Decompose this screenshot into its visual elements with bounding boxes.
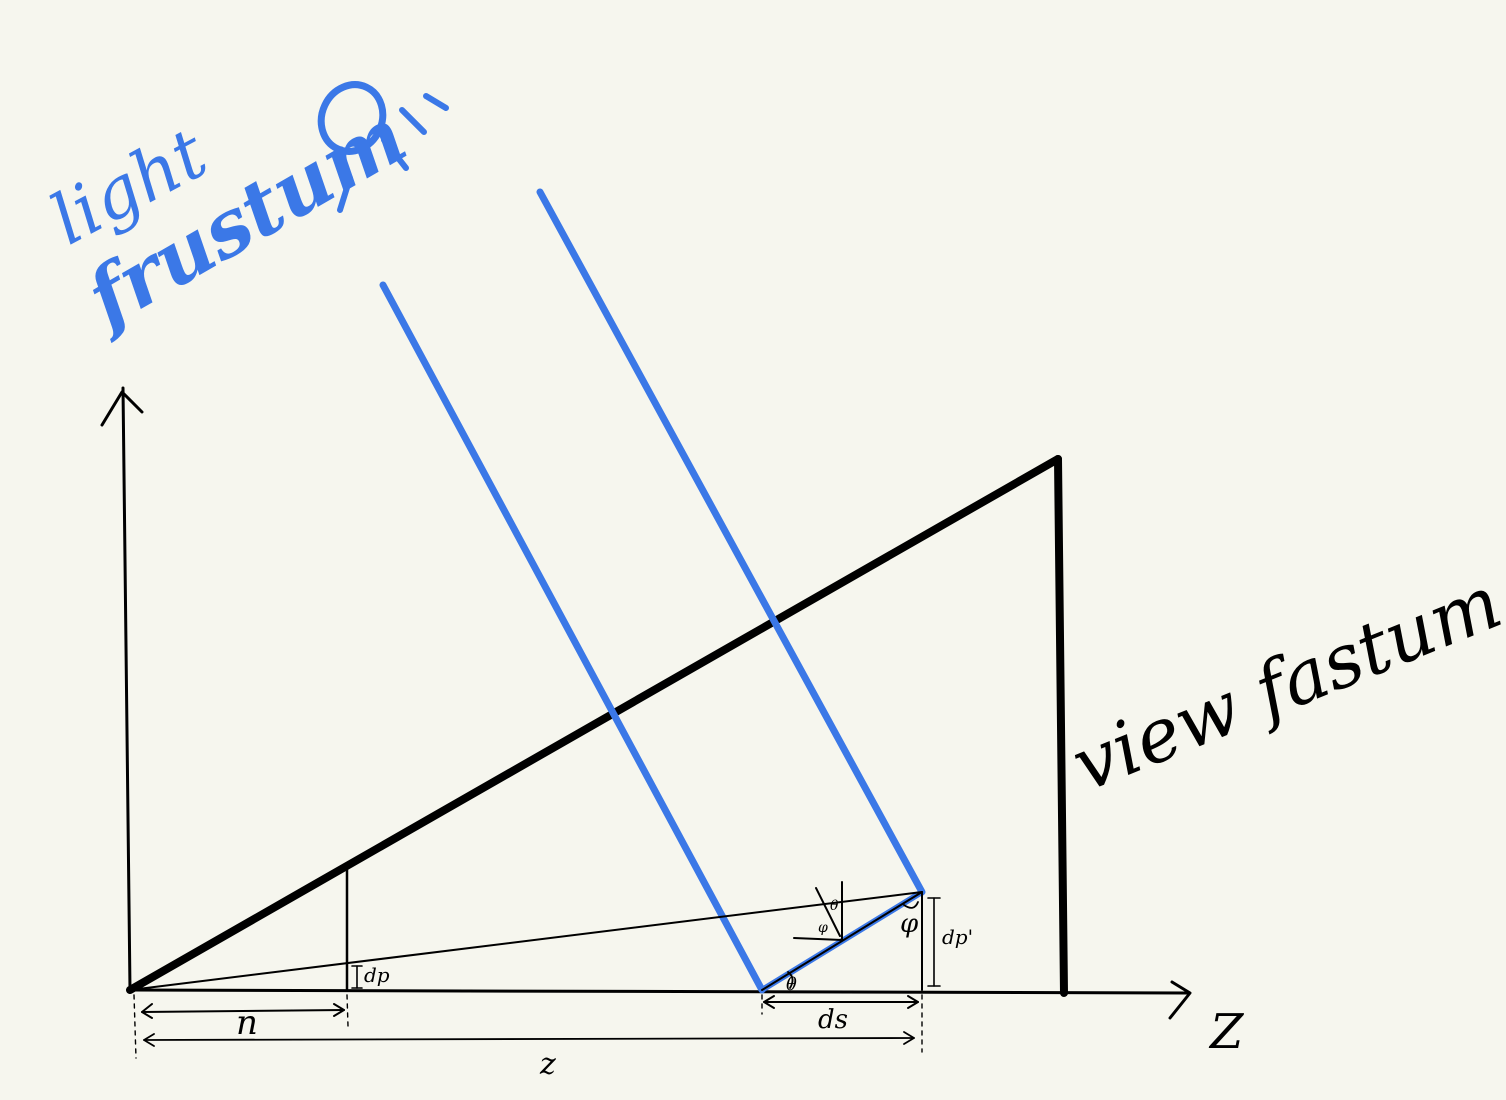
n-label: n (236, 1003, 258, 1043)
phi-label: φ (900, 909, 919, 939)
light-frustum (379, 188, 926, 994)
ds-dimension (763, 995, 919, 1009)
phi-small-label: φ (818, 920, 828, 936)
theta-small-label: θ (830, 898, 839, 914)
view-frustum (126, 455, 1068, 997)
sun-icon (317, 81, 449, 213)
z-dimension (143, 1031, 915, 1047)
ds-label: ds (818, 1005, 848, 1035)
view-frustum-label: view fastum (1061, 559, 1506, 809)
theta-label: θ (786, 974, 797, 995)
dp-prime-marker (927, 897, 941, 987)
extension-ticks (133, 994, 923, 1059)
z-axis-label: Z (1208, 1004, 1245, 1060)
vertical-axis (100, 386, 144, 992)
n-dimension (141, 1003, 345, 1019)
dp-marker (351, 965, 363, 989)
construction-lines (129, 864, 923, 992)
dp-label: dp (364, 963, 390, 987)
z-axis (128, 980, 1192, 1020)
z-label: z (539, 1047, 556, 1082)
dp-prime-label: dp' (942, 925, 973, 949)
